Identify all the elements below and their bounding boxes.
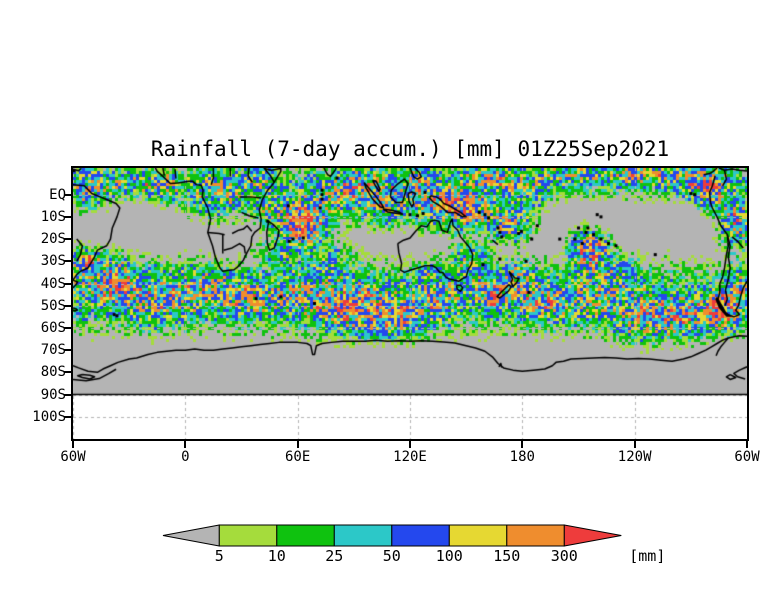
colorbar-level-label: 50 <box>383 547 401 565</box>
colorbar-level-label: 25 <box>325 547 343 565</box>
y-tick-label-10s: 10S <box>40 208 66 225</box>
x-tick-label-60w: 60W <box>60 449 86 465</box>
y-tick-label-50s: 50S <box>40 297 66 314</box>
colorbar-band-10-25 <box>276 524 335 547</box>
x-tick-label-180: 180 <box>509 449 535 465</box>
y-tick-label-90s: 90S <box>40 386 66 403</box>
y-tick-mark <box>64 371 71 374</box>
colorbar-over-arrow <box>563 524 622 547</box>
colorbar-legend: 5 10 25 50 100 150 300 [mm] <box>162 524 665 565</box>
colorbar-unit-label: [mm] <box>629 547 665 565</box>
colorbar-band-25-50 <box>333 524 393 547</box>
y-tick-label-60s: 60S <box>40 319 66 336</box>
colorbar-band-5-10 <box>218 524 278 547</box>
colorbar-band-100-150 <box>448 524 508 547</box>
colorbar-level-label: 150 <box>493 547 520 565</box>
y-tick-mark <box>64 215 71 218</box>
y-tick-mark <box>64 393 71 396</box>
colorbar-level-label: 10 <box>268 547 286 565</box>
x-tick-mark <box>409 441 411 448</box>
y-tick-label-70s: 70S <box>40 342 66 359</box>
colorbar-level-label: 100 <box>436 547 463 565</box>
y-tick-label-100s: 100S <box>32 408 66 425</box>
x-tick-mark <box>184 441 187 448</box>
y-tick-label-20s: 20S <box>40 231 66 248</box>
colorbar-level-label: 300 <box>551 547 578 565</box>
x-tick-label-60e: 60E <box>285 449 311 465</box>
colorbar-level-label: 5 <box>215 547 224 565</box>
y-tick-mark <box>64 238 71 241</box>
chart-title: Rainfall (7-day accum.) [mm] 01Z25Sep202… <box>150 137 670 161</box>
y-tick-label-30s: 30S <box>40 253 66 270</box>
colorbar-band-150-300 <box>506 524 565 547</box>
y-tick-mark <box>64 415 71 418</box>
y-tick-label-80s: 80S <box>40 364 66 381</box>
x-tick-mark <box>72 441 74 448</box>
y-tick-mark <box>64 326 71 329</box>
x-tick-label-120w: 120W <box>617 449 652 465</box>
x-tick-mark <box>746 441 748 448</box>
y-tick-mark <box>64 260 71 263</box>
x-tick-label-120e: 120E <box>393 449 427 465</box>
y-tick-mark <box>64 304 71 307</box>
x-tick-mark <box>633 441 636 448</box>
colorbar-under-arrow <box>162 524 220 547</box>
rainfall-map-canvas <box>73 168 747 439</box>
y-tick-mark <box>64 193 71 196</box>
y-tick-mark <box>64 282 71 285</box>
plot-frame <box>71 166 749 441</box>
y-tick-label-eq: EQ <box>49 186 66 203</box>
x-tick-label-60w: 60W <box>734 449 760 465</box>
colorbar-band-50-100 <box>391 524 450 547</box>
x-tick-mark <box>296 441 299 448</box>
x-tick-mark <box>521 441 524 448</box>
y-tick-mark <box>64 349 71 352</box>
y-tick-label-40s: 40S <box>40 275 66 292</box>
x-tick-label-0: 0 <box>181 449 190 465</box>
